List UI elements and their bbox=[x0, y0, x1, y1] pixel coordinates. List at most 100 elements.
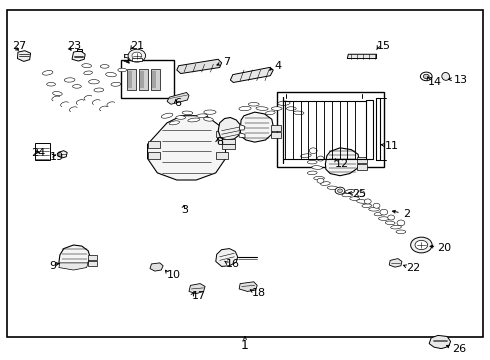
Circle shape bbox=[423, 74, 429, 78]
Ellipse shape bbox=[385, 221, 395, 225]
Polygon shape bbox=[240, 112, 273, 142]
Polygon shape bbox=[167, 93, 189, 104]
Ellipse shape bbox=[204, 110, 216, 114]
Text: 12: 12 bbox=[335, 159, 349, 169]
Ellipse shape bbox=[300, 154, 311, 158]
Ellipse shape bbox=[169, 121, 179, 125]
Polygon shape bbox=[429, 336, 451, 348]
Ellipse shape bbox=[84, 71, 93, 75]
Text: 25: 25 bbox=[352, 189, 367, 199]
Circle shape bbox=[420, 72, 432, 81]
Bar bbox=[88, 255, 97, 260]
Bar bbox=[357, 164, 367, 170]
Ellipse shape bbox=[314, 176, 324, 180]
Polygon shape bbox=[389, 258, 402, 267]
Text: 20: 20 bbox=[438, 243, 452, 253]
Polygon shape bbox=[59, 151, 67, 158]
Bar bbox=[88, 261, 97, 266]
Ellipse shape bbox=[266, 111, 275, 115]
Bar bbox=[221, 139, 235, 144]
Ellipse shape bbox=[94, 88, 104, 92]
Polygon shape bbox=[18, 51, 30, 62]
Ellipse shape bbox=[278, 101, 290, 105]
Text: 11: 11 bbox=[385, 141, 399, 151]
Ellipse shape bbox=[52, 91, 62, 96]
Polygon shape bbox=[77, 49, 82, 51]
Ellipse shape bbox=[442, 72, 450, 80]
Ellipse shape bbox=[312, 166, 322, 169]
Text: 17: 17 bbox=[192, 291, 205, 301]
Circle shape bbox=[380, 209, 388, 215]
Polygon shape bbox=[177, 59, 221, 73]
Bar bbox=[271, 125, 281, 131]
Text: 14: 14 bbox=[428, 77, 442, 87]
Ellipse shape bbox=[327, 186, 338, 190]
Text: 15: 15 bbox=[376, 41, 391, 51]
Circle shape bbox=[397, 220, 405, 226]
Bar bbox=[147, 152, 160, 158]
Polygon shape bbox=[72, 51, 85, 61]
Ellipse shape bbox=[374, 212, 384, 216]
Ellipse shape bbox=[82, 64, 92, 68]
Text: 5: 5 bbox=[122, 54, 129, 64]
Ellipse shape bbox=[256, 107, 268, 111]
Text: 27: 27 bbox=[12, 41, 26, 51]
Text: 26: 26 bbox=[452, 343, 466, 354]
Text: 8: 8 bbox=[216, 138, 223, 148]
Bar bbox=[132, 58, 142, 62]
Text: 1: 1 bbox=[241, 338, 249, 351]
Ellipse shape bbox=[307, 171, 317, 175]
Ellipse shape bbox=[161, 113, 173, 118]
Ellipse shape bbox=[391, 225, 401, 229]
Circle shape bbox=[317, 178, 324, 183]
Bar bbox=[216, 131, 228, 137]
Polygon shape bbox=[239, 133, 245, 138]
Text: 22: 22 bbox=[406, 262, 420, 273]
Bar bbox=[34, 143, 50, 160]
Circle shape bbox=[373, 203, 380, 208]
Ellipse shape bbox=[118, 68, 126, 72]
Bar bbox=[121, 60, 174, 98]
Polygon shape bbox=[230, 67, 273, 82]
Polygon shape bbox=[147, 116, 225, 180]
Ellipse shape bbox=[47, 82, 55, 86]
Ellipse shape bbox=[271, 107, 282, 111]
Text: 7: 7 bbox=[223, 57, 230, 67]
Ellipse shape bbox=[182, 111, 193, 114]
Ellipse shape bbox=[197, 114, 207, 117]
Ellipse shape bbox=[369, 207, 379, 211]
Ellipse shape bbox=[350, 197, 360, 201]
Circle shape bbox=[338, 189, 343, 193]
Text: 6: 6 bbox=[174, 98, 181, 108]
Circle shape bbox=[388, 215, 394, 220]
Polygon shape bbox=[239, 282, 257, 292]
Bar bbox=[139, 68, 148, 90]
Circle shape bbox=[309, 148, 317, 154]
Ellipse shape bbox=[378, 217, 389, 220]
Text: 24: 24 bbox=[31, 148, 46, 158]
Circle shape bbox=[365, 199, 371, 204]
Circle shape bbox=[357, 191, 365, 197]
Circle shape bbox=[411, 237, 432, 253]
Ellipse shape bbox=[204, 117, 213, 121]
Circle shape bbox=[132, 52, 142, 59]
Polygon shape bbox=[189, 284, 205, 294]
Text: 9: 9 bbox=[49, 261, 56, 271]
Bar bbox=[216, 152, 228, 158]
Ellipse shape bbox=[106, 72, 116, 77]
Bar bbox=[151, 68, 160, 90]
Circle shape bbox=[415, 240, 428, 249]
Text: 16: 16 bbox=[225, 259, 240, 269]
Bar bbox=[221, 144, 235, 149]
Ellipse shape bbox=[188, 118, 200, 122]
Circle shape bbox=[317, 156, 324, 161]
Text: 23: 23 bbox=[67, 41, 81, 51]
Ellipse shape bbox=[293, 111, 304, 114]
Ellipse shape bbox=[396, 230, 406, 234]
Polygon shape bbox=[59, 263, 88, 270]
Polygon shape bbox=[218, 117, 240, 140]
Polygon shape bbox=[325, 148, 360, 176]
Bar bbox=[127, 68, 136, 90]
Ellipse shape bbox=[89, 80, 99, 84]
Text: 2: 2 bbox=[403, 209, 411, 219]
